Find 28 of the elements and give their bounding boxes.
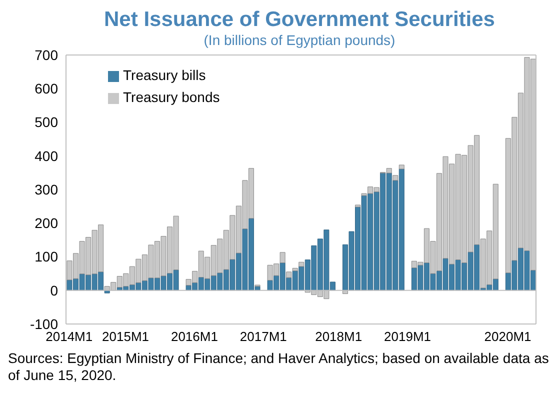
y-tick-label: 500 (34, 114, 58, 130)
x-tick-label: 2018M1 (315, 329, 362, 344)
y-tick-label: 200 (34, 215, 58, 232)
x-tick-label: 2017M1 (240, 329, 287, 344)
x-tick-label: 2020M1 (484, 329, 532, 344)
bar (298, 262, 304, 267)
chart-title: Net Issuance of Government Securities (103, 8, 496, 32)
x-tick-label: 2016M1 (170, 329, 218, 344)
y-tick-label: 400 (34, 148, 58, 164)
x-tick-label: 2019M1 (384, 329, 432, 344)
bar (355, 204, 361, 208)
y-tick-label: -100 (30, 316, 58, 332)
bar (392, 175, 398, 181)
legend-label: Treasury bonds (123, 89, 220, 105)
bar (286, 272, 292, 278)
source-note: Sources: Egyptian Ministry of Finance; and Haver Analytics; based on available data as of June 15, 2020. (8, 350, 550, 384)
y-tick-label: 700 (34, 46, 58, 63)
y-tick-label: 100 (34, 248, 58, 265)
bar (280, 252, 286, 264)
y-tick-label: 600 (34, 80, 58, 97)
y-tick-label: 0 (50, 282, 58, 298)
legend-label: Treasury bills (123, 67, 206, 83)
chart-subtitle: (In billions of Egyptian pounds) (202, 32, 396, 48)
bar (292, 268, 298, 272)
y-tick-label: 300 (34, 181, 58, 198)
x-tick-label: 2014M1 (46, 329, 93, 344)
x-tick-label: 2015M1 (102, 329, 150, 344)
bar (398, 164, 404, 170)
